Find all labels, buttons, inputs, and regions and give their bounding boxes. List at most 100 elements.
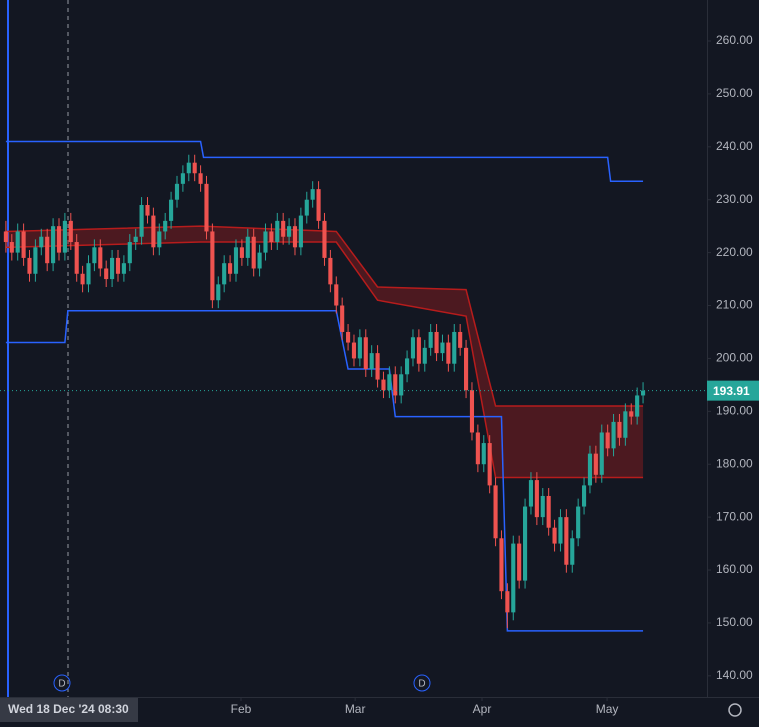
event-label: D [418, 679, 425, 690]
candle-body [127, 242, 132, 264]
candle-body [522, 506, 528, 581]
candle-body [517, 543, 522, 581]
candle-body [62, 220, 67, 253]
candle-body [499, 538, 504, 592]
candle-body [281, 220, 286, 237]
candle-body [558, 517, 563, 544]
candle-body [86, 263, 91, 285]
candle-body [133, 236, 138, 243]
last-price-label: 193.91 [713, 384, 750, 398]
candle-body [110, 257, 115, 280]
event-marker[interactable] [413, 674, 431, 692]
crosshair-date: Wed 18 Dec '24 [8, 702, 95, 716]
candle-body [564, 517, 569, 565]
candle-body [163, 220, 168, 232]
candle-body [387, 374, 392, 391]
candle-body [475, 432, 480, 465]
cloud-edge [5, 225, 644, 407]
crosshair-label-box [0, 698, 138, 722]
candle-body [493, 485, 498, 539]
candle-body [80, 273, 85, 285]
candle-body [257, 252, 262, 269]
band-line [5, 310, 644, 632]
candle-body [216, 284, 221, 301]
candle-body [640, 390, 646, 396]
event-marker[interactable] [53, 674, 71, 692]
candle-body [56, 226, 62, 253]
candle-body [74, 242, 79, 274]
candle-body [263, 231, 268, 253]
candle-body [186, 162, 191, 174]
candle-body [27, 257, 32, 274]
y-tick-label: 210.00 [716, 298, 753, 312]
candle-body [611, 421, 616, 449]
candle-body [528, 480, 534, 507]
candle-body [45, 236, 50, 264]
candle-body [39, 236, 44, 248]
candle-body [511, 543, 516, 613]
y-tick-label: 180.00 [716, 456, 753, 470]
candle-body [322, 220, 327, 258]
settings-button[interactable] [728, 703, 742, 717]
candle-body [68, 220, 73, 243]
candle-body [410, 337, 416, 359]
candle-body [104, 268, 109, 280]
candle-body [623, 411, 628, 438]
candle-body [481, 443, 486, 465]
candle-body [328, 257, 333, 285]
y-tick-label: 220.00 [716, 245, 753, 259]
candle-body [210, 231, 215, 301]
cloud-fill [5, 226, 644, 478]
candle-body [546, 495, 551, 528]
candle-body [228, 263, 233, 274]
y-tick-label: 240.00 [716, 139, 753, 153]
band-line [5, 140, 644, 182]
x-tick-label: Mar [345, 702, 366, 716]
candle-body [416, 337, 421, 364]
x-tick-label: Apr [473, 702, 492, 716]
candle-body [269, 231, 274, 243]
candle-body [9, 242, 14, 253]
candle-body [351, 342, 357, 359]
candle-body [121, 263, 126, 274]
candle-body [157, 231, 162, 248]
candle-body [346, 331, 351, 343]
y-tick-label: 260.00 [716, 33, 753, 47]
x-tick-label: May [596, 702, 619, 716]
candle-body [3, 231, 8, 243]
candle-body [552, 527, 557, 544]
y-tick-label: 230.00 [716, 192, 753, 206]
candle-body [534, 480, 539, 518]
candle-body [393, 374, 398, 396]
candle-body [446, 342, 451, 364]
candle-body [599, 432, 604, 475]
candle-body [434, 331, 439, 354]
candle-body [251, 236, 256, 269]
candle-body [629, 411, 634, 417]
y-tick-label: 170.00 [716, 509, 753, 523]
candle-body [198, 173, 203, 184]
candle-body [635, 395, 640, 417]
y-tick-label: 250.00 [716, 86, 753, 100]
candle-body [304, 199, 309, 216]
candle-body [334, 284, 339, 306]
candle-body [381, 379, 386, 391]
candle-body [617, 421, 622, 438]
candle-body [570, 538, 575, 565]
y-tick-label: 150.00 [716, 615, 753, 629]
candle-body [239, 247, 244, 258]
candle-body [233, 247, 239, 274]
candle-body [363, 337, 368, 369]
candle-body [505, 591, 510, 613]
candle-body [576, 506, 581, 539]
candle-body [287, 226, 292, 237]
y-tick-label: 160.00 [716, 562, 753, 576]
candle-body [15, 231, 20, 253]
candle-body [310, 189, 315, 200]
candle-body [245, 236, 250, 258]
candle-body [605, 432, 610, 449]
candle-body [452, 331, 457, 364]
candle-body [375, 353, 380, 380]
candle-body [581, 485, 587, 507]
